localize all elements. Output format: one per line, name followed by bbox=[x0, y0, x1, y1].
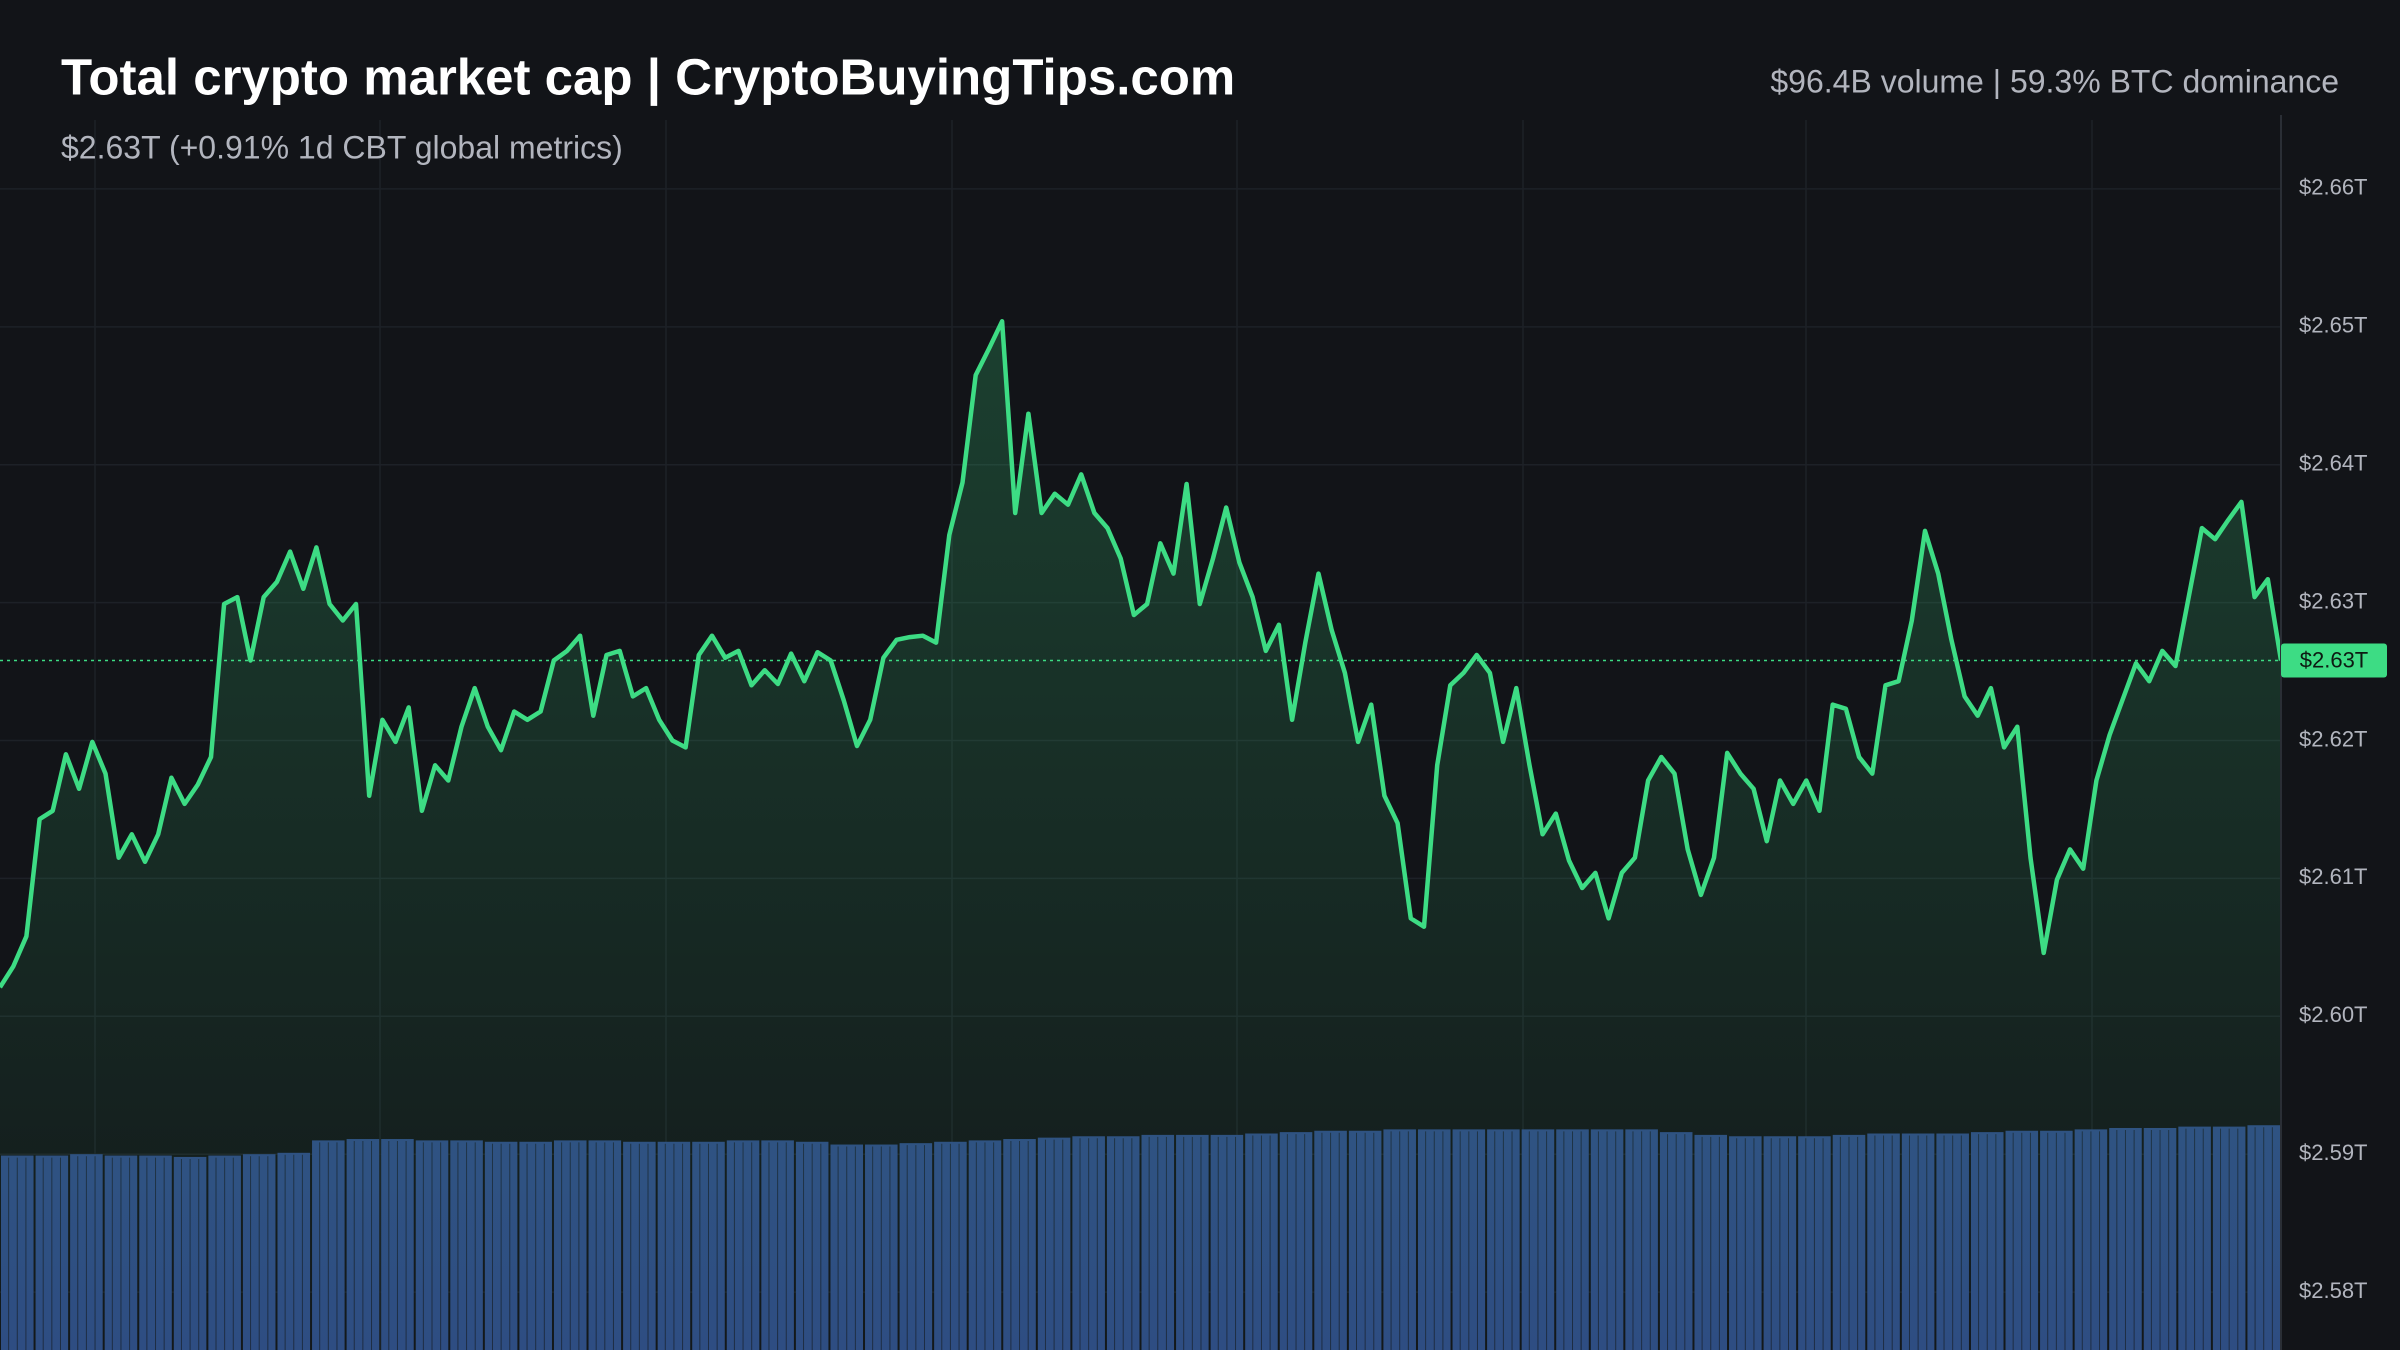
current-price-label: $2.63T bbox=[2300, 647, 2369, 672]
y-tick-label: $2.58T bbox=[2299, 1278, 2368, 1303]
y-tick-label: $2.59T bbox=[2299, 1140, 2368, 1165]
chart-title: Total crypto market cap | CryptoBuyingTi… bbox=[61, 48, 1235, 106]
y-tick-label: $2.65T bbox=[2299, 313, 2368, 338]
market-stats: $96.4B volume | 59.3% BTC dominance bbox=[1770, 63, 2339, 99]
y-tick-label: $2.60T bbox=[2299, 1002, 2368, 1027]
y-tick-label: $2.66T bbox=[2299, 175, 2368, 200]
y-tick-label: $2.63T bbox=[2299, 588, 2368, 613]
current-price-tag bbox=[2281, 643, 2387, 678]
y-tick-label: $2.61T bbox=[2299, 864, 2368, 889]
plot-area bbox=[0, 188, 2284, 1350]
line-area bbox=[0, 321, 2281, 1350]
chart-subtitle: $2.63T (+0.91% 1d CBT global metrics) bbox=[61, 129, 623, 165]
y-tick-label: $2.64T bbox=[2299, 451, 2368, 476]
price-line bbox=[0, 319, 2284, 989]
y-tick-label: $2.62T bbox=[2299, 726, 2368, 751]
